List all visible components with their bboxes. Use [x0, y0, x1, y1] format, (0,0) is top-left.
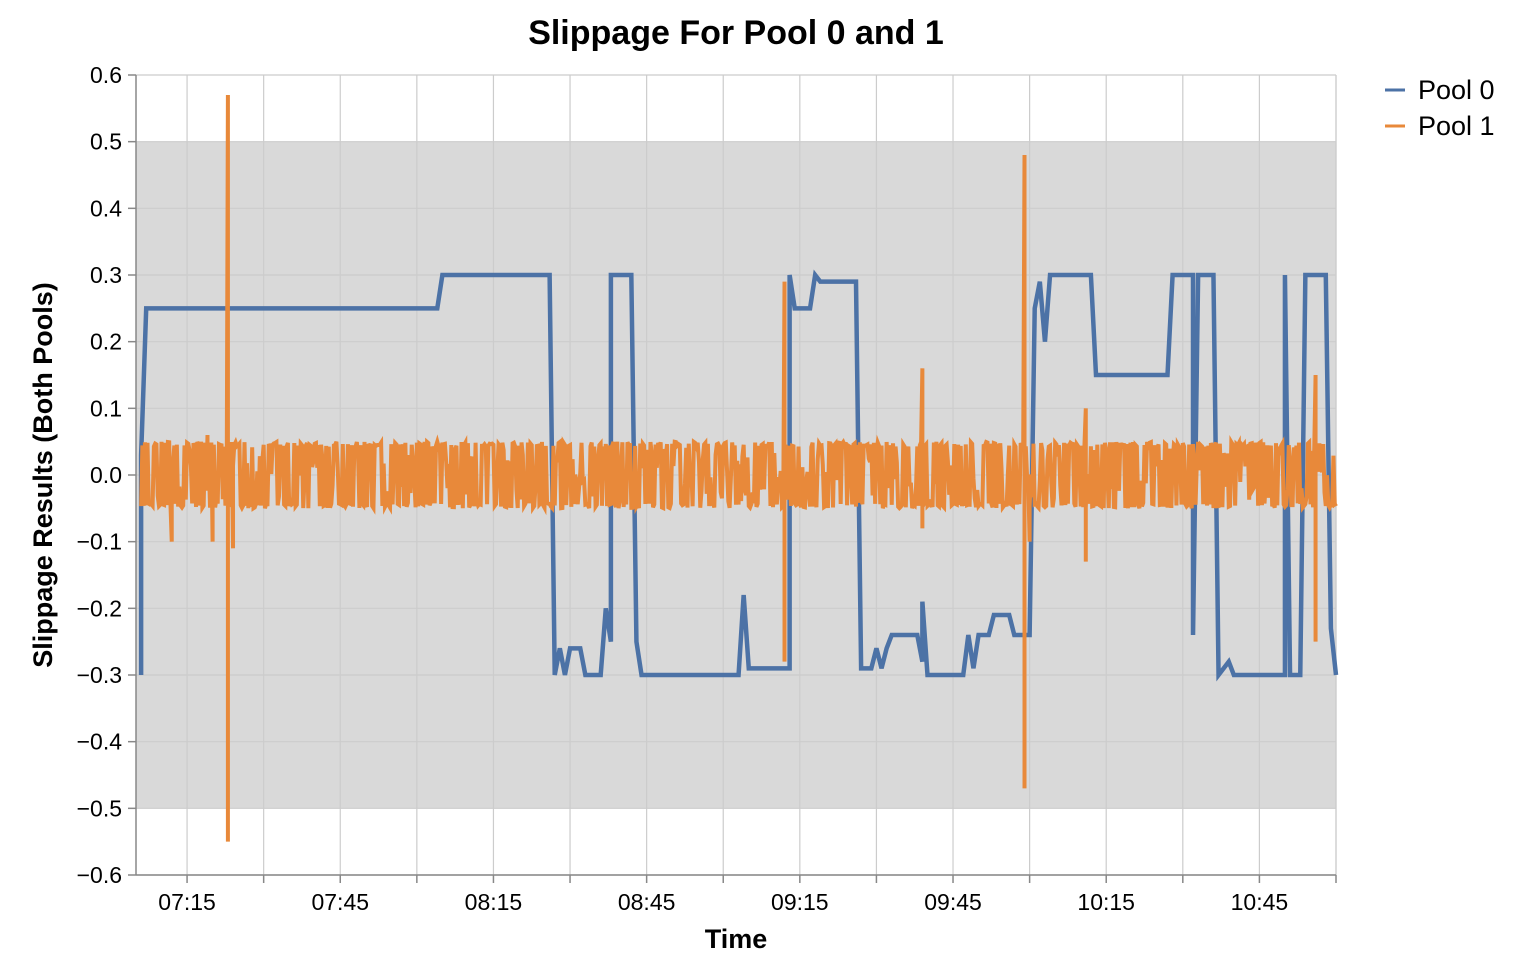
y-tick-label: −0.6	[77, 862, 122, 888]
y-tick-label: 0.0	[90, 462, 122, 488]
y-tick-label: 0.2	[90, 329, 122, 355]
y-axis-title: Slippage Results (Both Pools)	[28, 282, 58, 668]
series-layer	[138, 94, 1339, 842]
x-tick-label: 08:15	[465, 889, 523, 915]
y-tick-label: 0.5	[90, 129, 122, 155]
legend-label-pool-0: Pool 0	[1418, 75, 1495, 105]
x-tick-label: 10:15	[1077, 889, 1135, 915]
y-axis-ticks: 0.6 0.5 0.4 0.3 0.2 0.1 0.0 −0.1 −0.2 −0.3 −0.4 −0.…	[77, 62, 136, 888]
y-tick-label: −0.2	[77, 595, 122, 621]
series-line-pool-1	[139, 94, 1338, 842]
y-tick-label: −0.5	[77, 795, 122, 821]
x-tick-label: 09:15	[771, 889, 829, 915]
x-tick-label: 07:15	[158, 889, 216, 915]
x-axis-ticks: 07:15 07:45 08:15 08:45 09:15 09:45 10:15 10:45	[158, 875, 1337, 915]
chart-title: Slippage For Pool 0 and 1	[528, 14, 944, 52]
series-line-pool-0	[138, 269, 1339, 682]
legend-label-pool-1: Pool 1	[1418, 111, 1495, 141]
x-tick-label: 10:45	[1231, 889, 1289, 915]
y-tick-label: −0.3	[77, 662, 122, 688]
y-tick-label: 0.6	[90, 62, 122, 88]
y-tick-label: 0.1	[90, 395, 122, 421]
x-tick-label: 08:45	[618, 889, 676, 915]
y-tick-label: −0.1	[77, 529, 122, 555]
legend: Pool 0 Pool 1	[1385, 75, 1495, 141]
x-tick-label: 09:45	[924, 889, 982, 915]
y-tick-label: −0.4	[77, 729, 123, 755]
y-tick-label: 0.3	[90, 262, 122, 288]
x-tick-label: 07:45	[311, 889, 369, 915]
y-tick-label: 0.4	[90, 195, 122, 221]
x-axis-title: Time	[705, 924, 768, 954]
